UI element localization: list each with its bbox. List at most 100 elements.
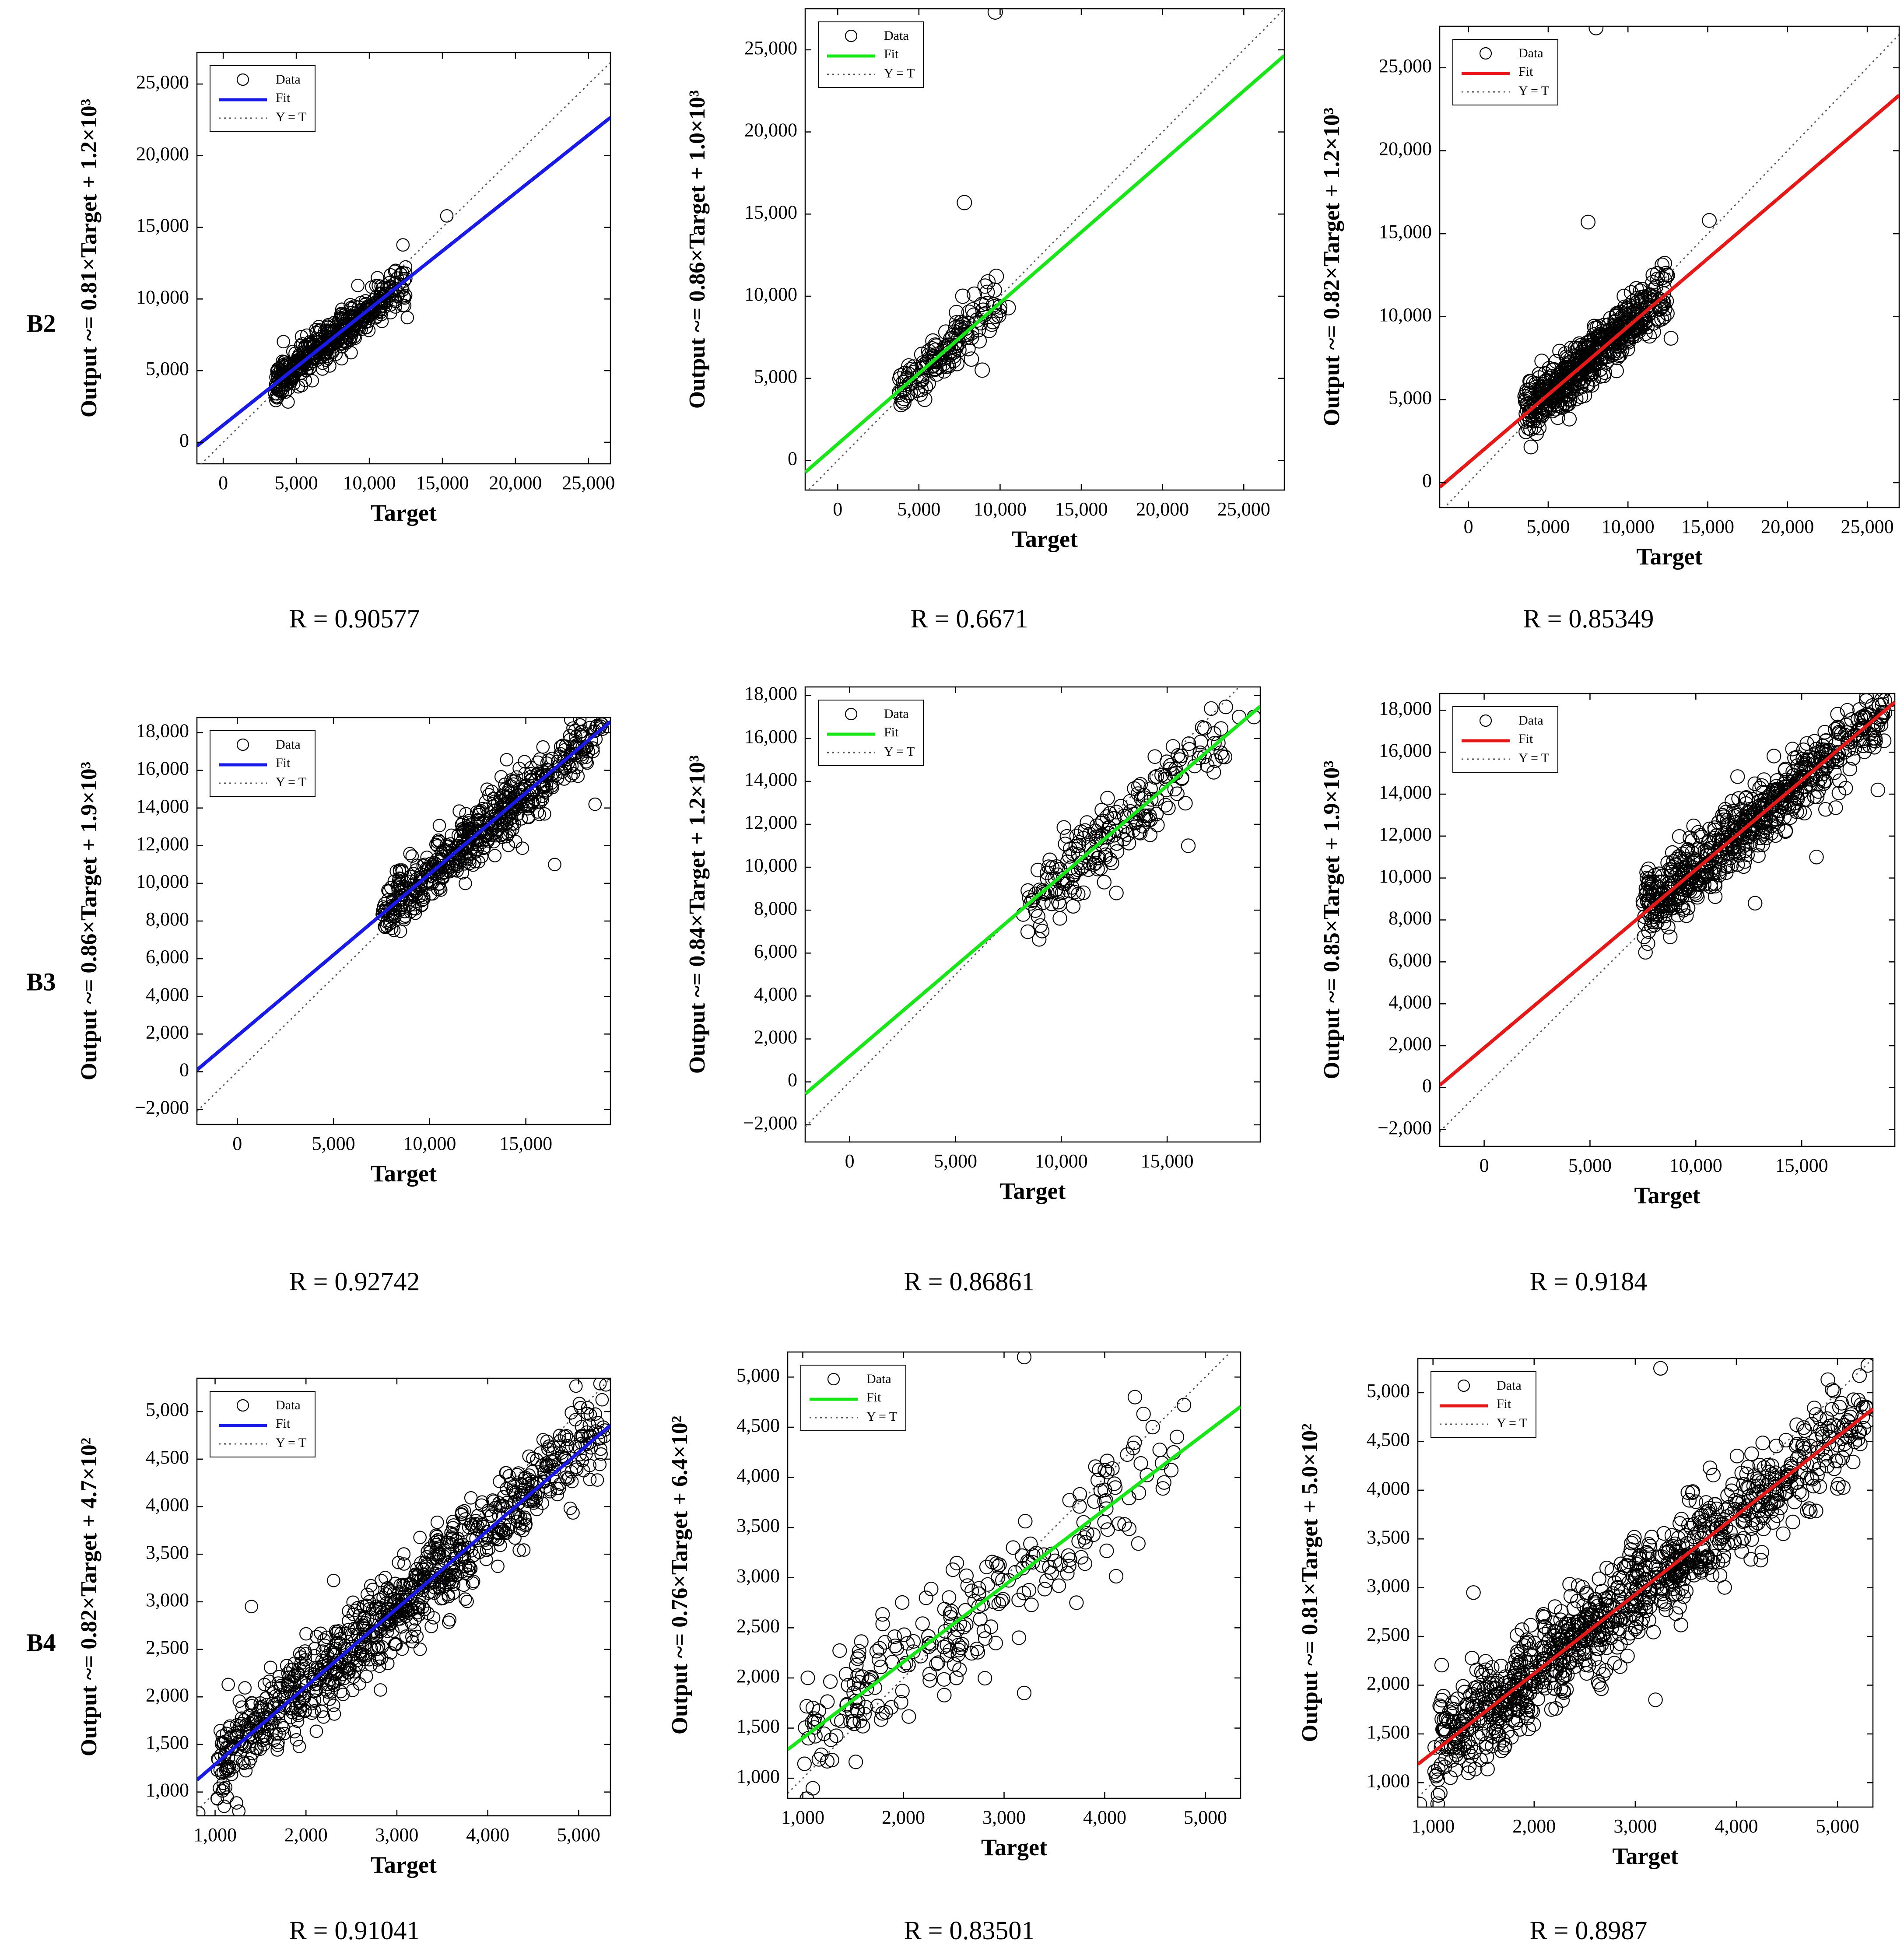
x-tick-label: 25,000 <box>1841 516 1894 537</box>
y-tick-label: 6,000 <box>754 940 797 962</box>
legend-data-label: Data <box>866 1372 891 1386</box>
x-axis-label: Target <box>1000 1178 1066 1204</box>
y-tick-label: 2,000 <box>754 1026 797 1048</box>
y-axis-label: Output ~= 0.81×Target + 1.2×10³ <box>77 99 102 417</box>
x-axis-label: Target <box>981 1834 1047 1860</box>
data-point <box>1855 680 1868 694</box>
x-tick-label: 15,000 <box>1681 516 1734 537</box>
x-axis-label: Target <box>371 1852 437 1878</box>
y-tick-label: 10,000 <box>744 855 797 876</box>
y-tick-label: 3,000 <box>736 1565 780 1587</box>
x-tick-label: 5,000 <box>934 1150 977 1172</box>
y-tick-label: 0 <box>1422 470 1432 491</box>
x-tick-label: 15,000 <box>1775 1155 1828 1176</box>
y-tick-label: 1,500 <box>146 1732 189 1753</box>
y-tick-label: 8,000 <box>1389 907 1432 929</box>
legend-identity-label: Y = T <box>276 775 306 789</box>
x-tick-label: 0 <box>232 1133 242 1154</box>
y-tick-label: −2,000 <box>743 1112 797 1134</box>
legend-fit-label: Fit <box>1518 64 1533 79</box>
legend-fit-label: Fit <box>276 756 291 770</box>
x-tick-label: 20,000 <box>1136 498 1189 520</box>
x-tick-label: 15,000 <box>416 472 469 494</box>
y-tick-label: 4,500 <box>736 1415 780 1436</box>
data-point <box>596 701 608 713</box>
legend-fit-label: Fit <box>276 91 291 105</box>
x-tick-label: 4,000 <box>466 1824 509 1846</box>
legend: Data Fit Y = T <box>818 700 923 766</box>
x-axis-label: Target <box>1634 1182 1701 1208</box>
x-tick-label: 0 <box>1480 1155 1489 1176</box>
row-label-b3: B3 <box>26 967 56 996</box>
y-tick-label: 0 <box>179 1059 189 1081</box>
legend-identity-label: Y = T <box>884 744 915 759</box>
x-tick-label: 25,000 <box>562 472 615 494</box>
x-tick-label: 0 <box>833 498 842 520</box>
x-tick-label: 5,000 <box>1526 516 1570 537</box>
y-tick-label: 1,000 <box>736 1765 780 1787</box>
data-point <box>587 691 599 703</box>
x-tick-label: 15,000 <box>499 1133 552 1154</box>
y-tick-label: 1,000 <box>146 1779 189 1801</box>
y-tick-label: 4,000 <box>1389 991 1432 1012</box>
r-value-label: R = 0.90577 <box>289 604 420 633</box>
y-tick-label: 16,000 <box>1379 739 1432 761</box>
x-axis-label: Target <box>1012 526 1078 552</box>
y-tick-label: 20,000 <box>136 143 189 165</box>
y-tick-label: −2,000 <box>1378 1117 1432 1138</box>
y-tick-label: 15,000 <box>1379 221 1432 242</box>
y-tick-label: 0 <box>788 448 797 469</box>
legend-fit-label: Fit <box>884 725 899 739</box>
y-tick-label: 6,000 <box>146 946 189 967</box>
y-tick-label: 2,000 <box>146 1684 189 1706</box>
y-tick-label: 2,000 <box>146 1021 189 1043</box>
x-tick-label: 0 <box>845 1150 855 1172</box>
y-tick-label: 5,000 <box>146 358 189 379</box>
y-tick-label: 15,000 <box>136 215 189 236</box>
y-tick-label: 5,000 <box>146 1399 189 1420</box>
x-tick-label: 1,000 <box>193 1824 237 1846</box>
x-tick-label: 4,000 <box>1083 1807 1126 1828</box>
legend-data-label: Data <box>884 707 909 721</box>
x-tick-label: 15,000 <box>1055 498 1108 520</box>
legend-identity-label: Y = T <box>866 1409 897 1424</box>
x-tick-label: 5,000 <box>1184 1807 1227 1828</box>
data-point <box>1872 680 1886 694</box>
y-tick-label: 3,500 <box>146 1541 189 1563</box>
y-axis-label: Output ~= 0.85×Target + 1.9×10³ <box>1319 760 1344 1079</box>
y-tick-label: 8,000 <box>146 908 189 930</box>
y-tick-label: 4,000 <box>754 984 797 1005</box>
r-value-label: R = 0.85349 <box>1523 604 1654 633</box>
x-tick-label: 5,000 <box>312 1133 355 1154</box>
y-tick-label: 12,000 <box>744 812 797 833</box>
x-tick-label: 2,000 <box>284 1824 328 1846</box>
row-label-b4: B4 <box>26 1628 56 1657</box>
y-tick-label: 18,000 <box>744 683 797 704</box>
y-tick-label: 3,000 <box>146 1589 189 1611</box>
data-point <box>587 699 599 711</box>
y-tick-label: 12,000 <box>136 833 189 855</box>
y-tick-label: 2,000 <box>736 1665 780 1687</box>
x-tick-label: 10,000 <box>343 472 396 494</box>
y-tick-label: 14,000 <box>744 769 797 790</box>
x-tick-label: 1,000 <box>781 1807 824 1828</box>
x-axis-label: Target <box>371 500 437 526</box>
legend-identity-label: Y = T <box>1518 751 1549 765</box>
legend-data-label: Data <box>276 72 301 87</box>
y-tick-label: 2,500 <box>736 1615 780 1636</box>
y-axis-label: Output ~= 0.86×Target + 1.9×10³ <box>77 762 102 1080</box>
r-value-label: R = 0.6671 <box>911 604 1028 633</box>
y-tick-label: 5,000 <box>1389 387 1432 409</box>
y-axis-label: Output ~= 0.86×Target + 1.0×10³ <box>685 90 710 409</box>
y-tick-label: 2,500 <box>146 1637 189 1658</box>
r-value-label: R = 0.91041 <box>289 1916 420 1942</box>
